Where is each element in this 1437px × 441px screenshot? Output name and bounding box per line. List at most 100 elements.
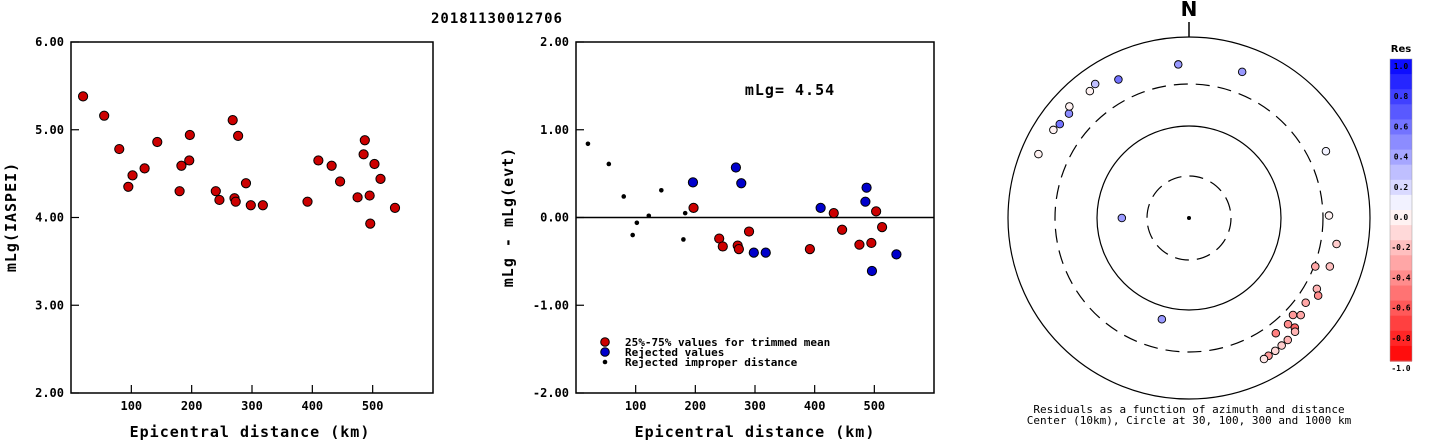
legend-label: Rejected values	[625, 346, 724, 359]
station-residual-point	[1049, 125, 1058, 135]
x-tick-label: 300	[744, 399, 766, 413]
colorbar-tick-label: -1.0	[1391, 364, 1410, 373]
y-tick-label: 2.00	[540, 35, 569, 49]
magnitude-x-axis-label: Epicentral distance (km)	[130, 423, 371, 441]
data-point	[174, 186, 185, 197]
x-tick-label: 100	[120, 399, 142, 413]
legend-label: 25%-75% values for trimmed mean	[625, 336, 830, 349]
station-residual-point	[1259, 354, 1269, 364]
data-point	[257, 200, 268, 211]
colorbar-cell	[1390, 330, 1412, 347]
colorbar-cell	[1390, 285, 1412, 302]
station-residual-point	[1065, 102, 1074, 111]
station-residual-point	[1332, 239, 1341, 249]
data-point	[152, 136, 163, 148]
station-residual-point	[1277, 341, 1286, 350]
colorbar-cell	[1390, 104, 1412, 120]
data-point	[891, 249, 902, 260]
station-residual-point	[1117, 213, 1127, 223]
station-residual-point	[1085, 86, 1095, 96]
station-residual-point	[1055, 119, 1065, 129]
station-residual-point	[1321, 146, 1331, 156]
x-tick-label: 500	[362, 399, 384, 413]
x-tick-label: 200	[684, 399, 706, 413]
data-point	[127, 170, 138, 181]
y-tick-label: 3.00	[35, 298, 64, 312]
colorbar-tick-label: 1.0	[1394, 62, 1409, 71]
y-tick-label: 0.00	[540, 211, 569, 225]
colorbar-cell	[1390, 270, 1412, 287]
data-point	[621, 194, 627, 199]
y-tick-label: 4.00	[35, 211, 64, 225]
y-tick-label: -1.00	[533, 298, 569, 312]
data-point	[184, 129, 195, 141]
center-marker	[1187, 216, 1191, 220]
station-residual-point	[1301, 298, 1310, 308]
magnitude-plot-frame	[70, 41, 434, 394]
data-point	[854, 239, 865, 250]
station-residual-point	[1157, 315, 1167, 324]
colorbar-cell	[1390, 225, 1412, 241]
data-point	[682, 210, 688, 216]
station-residual-point	[1064, 109, 1074, 118]
colorbar-cell	[1390, 59, 1412, 75]
data-point	[214, 194, 225, 206]
colorbar-cell	[1390, 119, 1412, 136]
polar-caption-line2: Center (10km), Circle at 30, 100, 300 an…	[1027, 414, 1352, 427]
station-residual-point	[1283, 335, 1293, 345]
colorbar-frame	[1389, 58, 1413, 362]
data-point	[876, 222, 888, 233]
station-residual-point	[1034, 149, 1043, 159]
colorbar-cell	[1390, 89, 1412, 105]
data-point	[736, 178, 747, 189]
colorbar-tick-label: 0.2	[1394, 183, 1409, 192]
x-tick-label: 100	[625, 399, 647, 413]
station-residual-point	[1288, 310, 1298, 320]
y-tick-label: -2.00	[533, 386, 569, 400]
data-point	[659, 187, 664, 193]
data-point	[743, 226, 755, 237]
legend-marker	[600, 337, 610, 347]
data-point	[389, 202, 401, 213]
data-point	[861, 182, 872, 193]
figure-title: 20181130012706	[431, 11, 563, 27]
ring-30km	[1146, 175, 1232, 261]
colorbar-tick-label: -0.2	[1391, 243, 1410, 252]
colorbar-tick-label: 0.6	[1394, 122, 1409, 131]
colorbar-cell	[1390, 74, 1412, 90]
y-tick-label: 2.00	[35, 386, 64, 400]
station-residual-point	[1312, 284, 1322, 294]
azimuth-panel: N Residuals as a function of azimuth and…	[1007, 0, 1371, 427]
data-point	[233, 130, 244, 141]
data-point	[730, 162, 742, 173]
y-tick-label: 1.00	[540, 123, 569, 137]
data-point	[210, 186, 221, 197]
station-residual-point	[1174, 60, 1183, 69]
x-tick-label: 400	[804, 399, 826, 413]
data-point	[359, 135, 370, 146]
station-residual-point	[1271, 346, 1280, 356]
station-residual-point	[1290, 327, 1300, 336]
x-tick-label: 300	[241, 399, 263, 413]
colorbar-tick-label: -0.6	[1391, 304, 1410, 313]
data-point	[227, 114, 238, 126]
station-residual-point	[1325, 262, 1335, 271]
legend-marker	[600, 347, 610, 357]
data-point	[176, 160, 187, 171]
colorbar-cell	[1390, 300, 1412, 317]
data-point	[606, 161, 612, 167]
station-residual-point	[1313, 291, 1323, 300]
station-residual-point	[1271, 328, 1281, 338]
data-point	[815, 202, 826, 213]
polar-caption-line1: Residuals as a function of azimuth and d…	[1033, 403, 1344, 416]
data-point	[681, 237, 686, 242]
colorbar-tick-label: -0.8	[1391, 334, 1410, 343]
colorbar-cell	[1390, 210, 1412, 226]
ring-100km	[1096, 125, 1282, 311]
data-point	[804, 243, 815, 255]
data-point	[123, 181, 134, 192]
station-residual-point	[1237, 67, 1247, 77]
x-tick-label: 200	[181, 399, 203, 413]
legend-marker	[602, 359, 608, 365]
